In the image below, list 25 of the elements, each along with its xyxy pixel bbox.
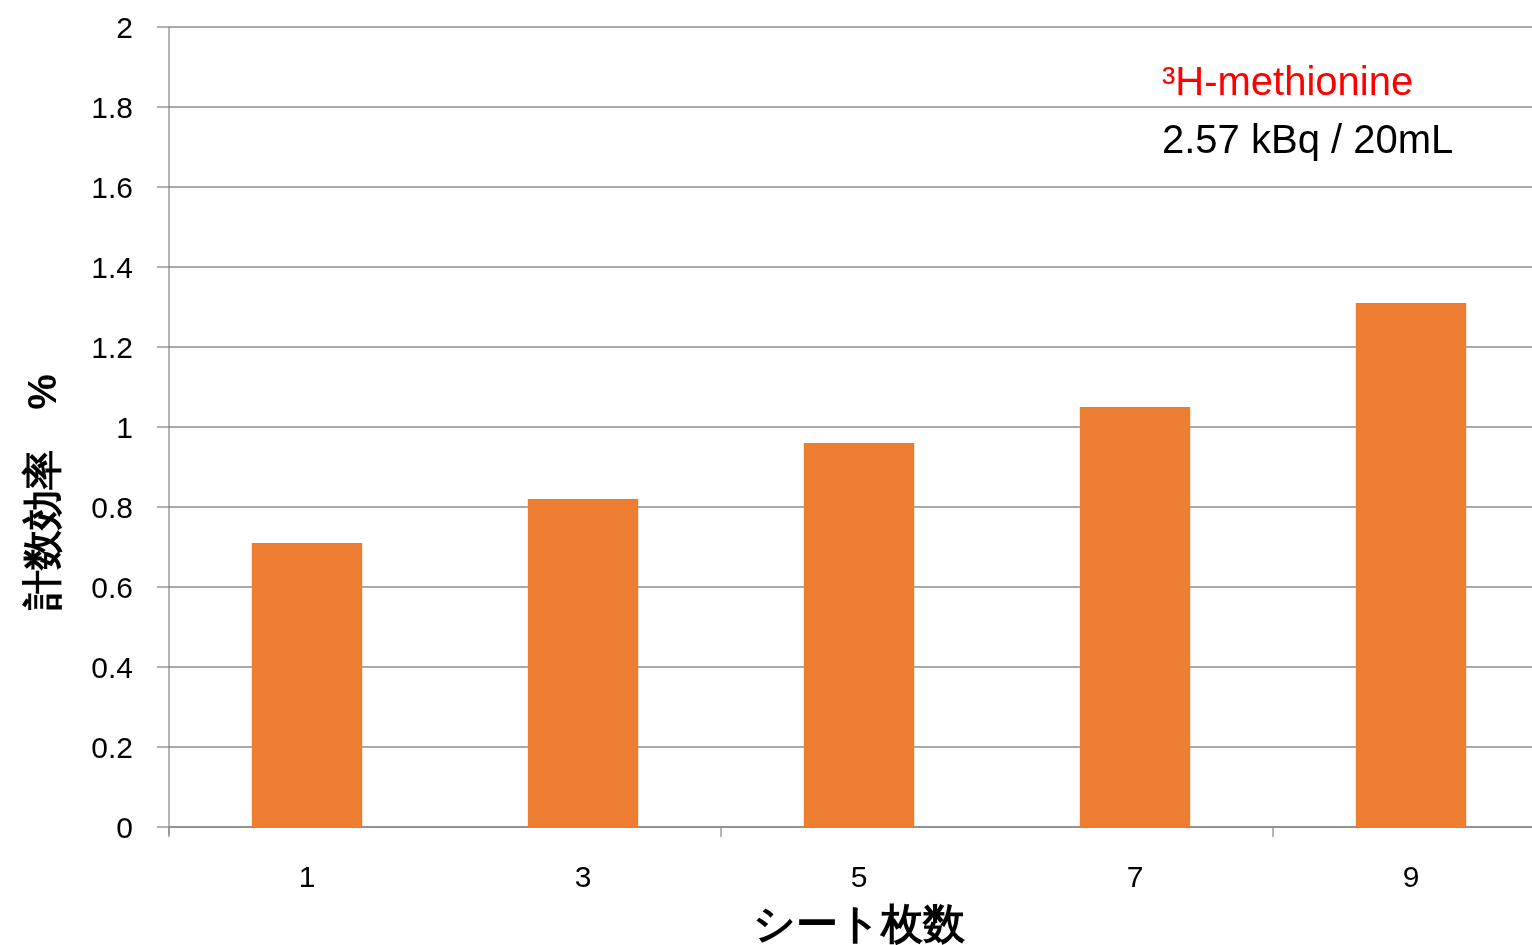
y-tick-label: 0.2	[91, 730, 133, 764]
y-tick-label: 0.8	[91, 490, 133, 524]
y-tick-label: 0.6	[91, 570, 133, 604]
bar	[803, 443, 915, 827]
x-axis-title: シート枚数	[753, 900, 966, 945]
x-tick-label: 7	[1126, 859, 1144, 893]
y-tick-label: 2	[116, 10, 133, 44]
bar	[527, 499, 639, 827]
x-tick-label: 9	[1402, 859, 1420, 893]
bar	[1079, 407, 1191, 827]
annotation: ³H-methionine	[1162, 59, 1414, 103]
y-tick-label: 1.2	[91, 330, 133, 364]
y-tick-label: 1	[116, 410, 133, 444]
y-axis-title: 計数効率 %	[20, 374, 64, 611]
annotation: 2.57 kBq / 20mL	[1162, 117, 1454, 161]
y-tick-label: 1.8	[91, 90, 133, 124]
bar	[1355, 303, 1467, 827]
bar	[251, 543, 363, 827]
y-tick-label: 0	[116, 810, 133, 844]
x-tick-label: 5	[850, 859, 868, 893]
x-tick-label: 1	[298, 859, 316, 893]
y-tick-label: 1.6	[91, 170, 133, 204]
y-tick-label: 0.4	[91, 650, 133, 684]
y-tick-label: 1.4	[91, 250, 133, 284]
x-tick-label: 3	[574, 859, 592, 893]
